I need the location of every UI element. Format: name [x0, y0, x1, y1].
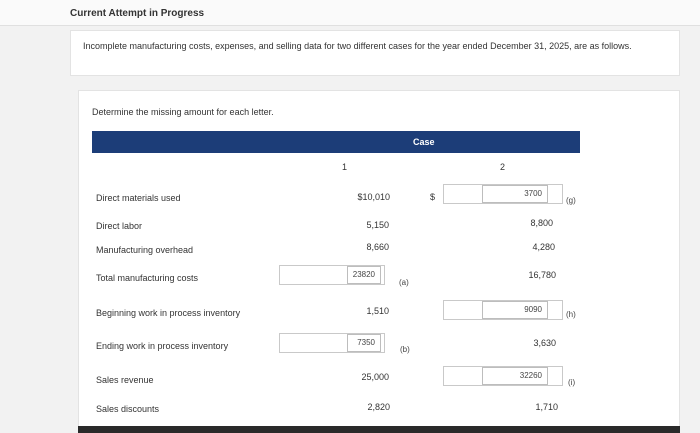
case2-dollar-sign: $	[430, 192, 436, 202]
case1-ending-wip-input[interactable]: 7350	[347, 334, 381, 352]
case1-ending-wip-field[interactable]: 7350	[279, 333, 385, 353]
problem-intro-text: Incomplete manufacturing costs, expenses…	[83, 41, 632, 51]
row-label-sales-discounts: Sales discounts	[96, 404, 160, 414]
row-label-total-manufacturing-costs: Total manufacturing costs	[96, 273, 199, 283]
case2-sales-revenue-input[interactable]: 32260	[482, 367, 548, 385]
case1-sales-revenue: 25,000	[361, 372, 389, 382]
row-label-sales-revenue: Sales revenue	[96, 375, 154, 385]
case-header: Case	[413, 137, 435, 147]
case-2-header: 2	[500, 162, 506, 172]
letter-a: (a)	[399, 278, 409, 287]
row-label-direct-labor: Direct labor	[96, 221, 143, 231]
case2-total-manufacturing: 16,780	[528, 270, 556, 280]
table-header-bar	[92, 131, 580, 153]
case1-beginning-wip: 1,510	[366, 306, 389, 316]
row-label-ending-wip: Ending work in process inventory	[96, 341, 229, 351]
case1-total-manufacturing-input[interactable]: 23820	[347, 266, 381, 284]
row-label-beginning-wip: Beginning work in process inventory	[96, 308, 241, 318]
case2-manufacturing-overhead: 4,280	[532, 242, 555, 252]
case1-direct-labor: 5,150	[366, 220, 389, 230]
case2-direct-labor: 8,800	[530, 218, 553, 228]
status-bar: Current Attempt in Progress	[0, 0, 700, 26]
case1-manufacturing-overhead: 8,660	[366, 242, 389, 252]
case2-direct-materials-input[interactable]: 3700	[482, 185, 548, 203]
case1-sales-discounts: 2,820	[367, 402, 390, 412]
case2-ending-wip: 3,630	[533, 338, 556, 348]
case-1-header: 1	[342, 162, 348, 172]
case1-total-manufacturing-field[interactable]: 23820	[279, 265, 385, 285]
case1-direct-materials: $10,010	[357, 192, 390, 202]
case2-beginning-wip-field[interactable]: 9090	[443, 300, 563, 320]
letter-g: (g)	[566, 196, 576, 205]
case2-beginning-wip-input[interactable]: 9090	[482, 301, 548, 319]
row-label-direct-materials: Direct materials used	[96, 193, 181, 203]
case2-sales-revenue-field[interactable]: 32260	[443, 366, 563, 386]
letter-i: (i)	[568, 378, 576, 387]
letter-b: (b)	[400, 345, 410, 354]
bottom-edge-bar	[78, 426, 680, 433]
case2-direct-materials-field[interactable]: 3700	[443, 184, 563, 204]
case2-sales-discounts: 1,710	[535, 402, 558, 412]
letter-h: (h)	[566, 310, 576, 319]
task-instruction: Determine the missing amount for each le…	[92, 107, 274, 117]
row-label-manufacturing-overhead: Manufacturing overhead	[96, 245, 194, 255]
problem-intro-box: Incomplete manufacturing costs, expenses…	[70, 30, 680, 76]
attempt-title: Current Attempt in Progress	[70, 8, 205, 19]
